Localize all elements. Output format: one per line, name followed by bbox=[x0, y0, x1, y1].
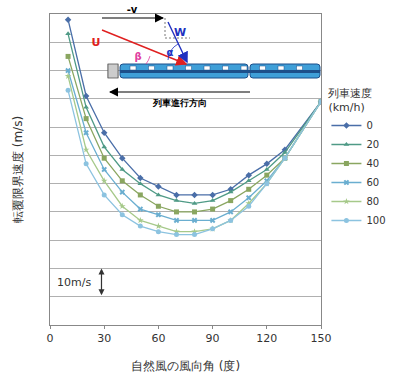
svg-text:60: 60 bbox=[151, 332, 165, 345]
svg-text:10m/s: 10m/s bbox=[57, 276, 91, 289]
svg-text:30: 30 bbox=[97, 332, 111, 345]
svg-text:80: 80 bbox=[366, 196, 379, 207]
svg-text:40: 40 bbox=[366, 158, 379, 169]
svg-text:90: 90 bbox=[206, 332, 220, 345]
svg-text:120: 120 bbox=[256, 332, 277, 345]
svg-text:β: β bbox=[134, 51, 141, 62]
svg-text:100: 100 bbox=[366, 215, 385, 226]
svg-text:転覆限界速度 (m/s): 転覆限界速度 (m/s) bbox=[11, 116, 25, 223]
svg-text:自然風の風向角 (度): 自然風の風向角 (度) bbox=[131, 359, 240, 373]
svg-text:-v: -v bbox=[127, 4, 138, 15]
svg-text:U: U bbox=[92, 36, 101, 49]
svg-text:α: α bbox=[167, 47, 174, 58]
svg-text:20: 20 bbox=[366, 139, 379, 150]
svg-text:60: 60 bbox=[366, 177, 379, 188]
svg-text:列車進行方向: 列車進行方向 bbox=[152, 98, 207, 108]
svg-text:列車速度(km/h): 列車速度(km/h) bbox=[328, 87, 372, 114]
svg-text:W: W bbox=[174, 26, 186, 39]
svg-text:0: 0 bbox=[47, 332, 54, 345]
svg-text:150: 150 bbox=[311, 332, 332, 345]
svg-text:0: 0 bbox=[366, 120, 372, 131]
